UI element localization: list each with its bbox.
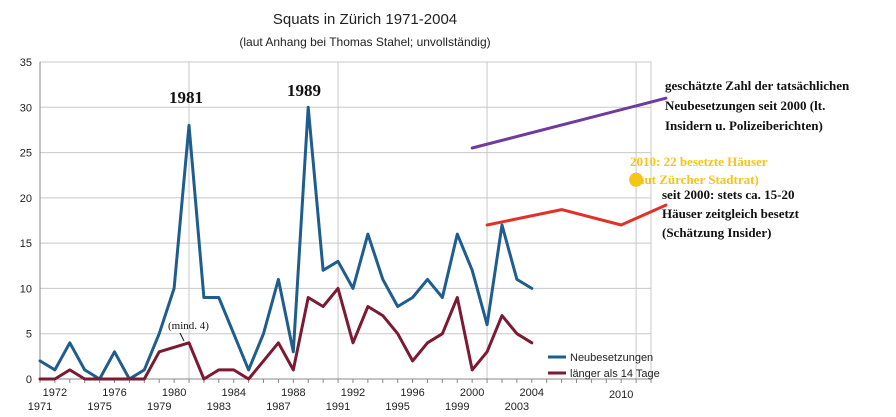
series-neubesetzungen (38, 105, 534, 381)
series-laenger-als-14-tage (38, 286, 534, 381)
y-tick-label: 35 (20, 57, 32, 69)
x-tick-label: 1991 (326, 401, 350, 413)
yellow-note-line-1: 2010: 22 besetzte Häuser (630, 154, 768, 169)
x-tick-label: 1999 (445, 401, 469, 413)
x-tick-label: 1984 (221, 387, 245, 399)
x-tick-label: 1988 (281, 387, 305, 399)
x-tick-label: 2004 (520, 387, 544, 399)
purple-note-line-1: geschätzte Zahl der tatsächlichen (665, 78, 850, 93)
y-tick-label: 10 (20, 283, 32, 295)
red-note-line-3: (Schätzung Insider) (662, 225, 771, 240)
x-tick-label: 1972 (43, 387, 67, 399)
axes: 0 5 10 15 20 25 30 35 1972 1976 1980 1984 1988 1992 19… (20, 57, 652, 413)
annotation-peak-1989: 1989 (287, 81, 321, 100)
purple-note-line-3: Insidern u. Polizeiberichten) (665, 118, 823, 133)
y-tick-label: 20 (20, 193, 32, 205)
x-tick-label: 1971 (28, 401, 52, 413)
y-tick-label: 0 (26, 374, 32, 386)
point-2010-besetzte-haeuser (629, 172, 644, 187)
x-tick-label: 2003 (505, 401, 529, 413)
x-tick-label: 1992 (341, 387, 365, 399)
grid (39, 61, 652, 380)
x-tick-label: 1979 (147, 401, 171, 413)
legend: Neubesetzungen länger als 14 Tage (548, 352, 660, 380)
y-tick-label: 15 (20, 238, 32, 250)
y-tick-label: 30 (20, 102, 32, 114)
legend-label-neubesetzungen: Neubesetzungen (570, 352, 653, 364)
purple-note-line-2: Neubesetzungen seit 2000 (lt. (665, 98, 825, 113)
annotation-min-pointer (179, 332, 185, 342)
x-tick-label: 1983 (207, 401, 231, 413)
x-tick-label: 2000 (460, 387, 484, 399)
series-purple-estimate (470, 96, 668, 150)
series-layer (38, 96, 668, 381)
red-note-line-2: Häuser zeitgleich besetzt (662, 206, 800, 221)
x-tick-label: 1980 (162, 387, 186, 399)
legend-label-laenger: länger als 14 Tage (570, 368, 660, 380)
chart-subtitle: (laut Anhang bei Thomas Stahel; unvollst… (239, 35, 490, 49)
red-note-line-1: seit 2000: stets ca. 15-20 (662, 187, 795, 202)
chart-title: Squats in Zürich 1971-2004 (273, 11, 457, 28)
y-tick-label: 25 (20, 148, 32, 160)
x-tick-label: 1995 (385, 401, 409, 413)
x-tick-label: 2010 (609, 389, 633, 401)
y-tick-label: 5 (26, 329, 32, 341)
yellow-note-line-2: (laut Zürcher Stadtrat) (630, 172, 759, 187)
annotation-peak-1981: 1981 (169, 88, 203, 107)
series-red-estimate (485, 203, 668, 227)
x-tick-label: 1975 (87, 401, 111, 413)
x-tick-label: 1996 (400, 387, 424, 399)
annotation-min-note: (mind. 4) (168, 320, 209, 332)
x-tick-label: 1987 (266, 401, 290, 413)
x-tick-label: 1976 (102, 387, 126, 399)
